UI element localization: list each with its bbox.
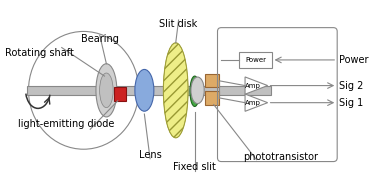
Bar <box>114 87 126 101</box>
Text: Amp: Amp <box>245 100 261 106</box>
Bar <box>205 74 219 87</box>
Polygon shape <box>27 85 271 95</box>
Polygon shape <box>245 77 268 94</box>
Text: Power: Power <box>245 57 266 63</box>
Ellipse shape <box>191 77 204 104</box>
Text: Fixed slit: Fixed slit <box>173 162 216 172</box>
Text: Bearing: Bearing <box>81 34 119 44</box>
Text: Lens: Lens <box>139 150 161 160</box>
Text: Amp: Amp <box>245 83 261 89</box>
Text: Sig 2: Sig 2 <box>339 80 363 91</box>
Text: Slit disk: Slit disk <box>159 19 198 29</box>
Ellipse shape <box>164 43 188 138</box>
Ellipse shape <box>190 76 199 107</box>
Text: Power: Power <box>339 55 369 65</box>
Bar <box>239 52 272 68</box>
Ellipse shape <box>96 64 117 117</box>
Text: Sig 1: Sig 1 <box>339 98 363 108</box>
Bar <box>205 91 219 105</box>
Text: light-emitting diode: light-emitting diode <box>18 119 115 129</box>
Text: phototransistor: phototransistor <box>243 152 318 162</box>
Ellipse shape <box>135 69 154 111</box>
Ellipse shape <box>100 73 113 108</box>
Text: Rotating shaft: Rotating shaft <box>5 48 74 58</box>
Polygon shape <box>245 94 268 111</box>
